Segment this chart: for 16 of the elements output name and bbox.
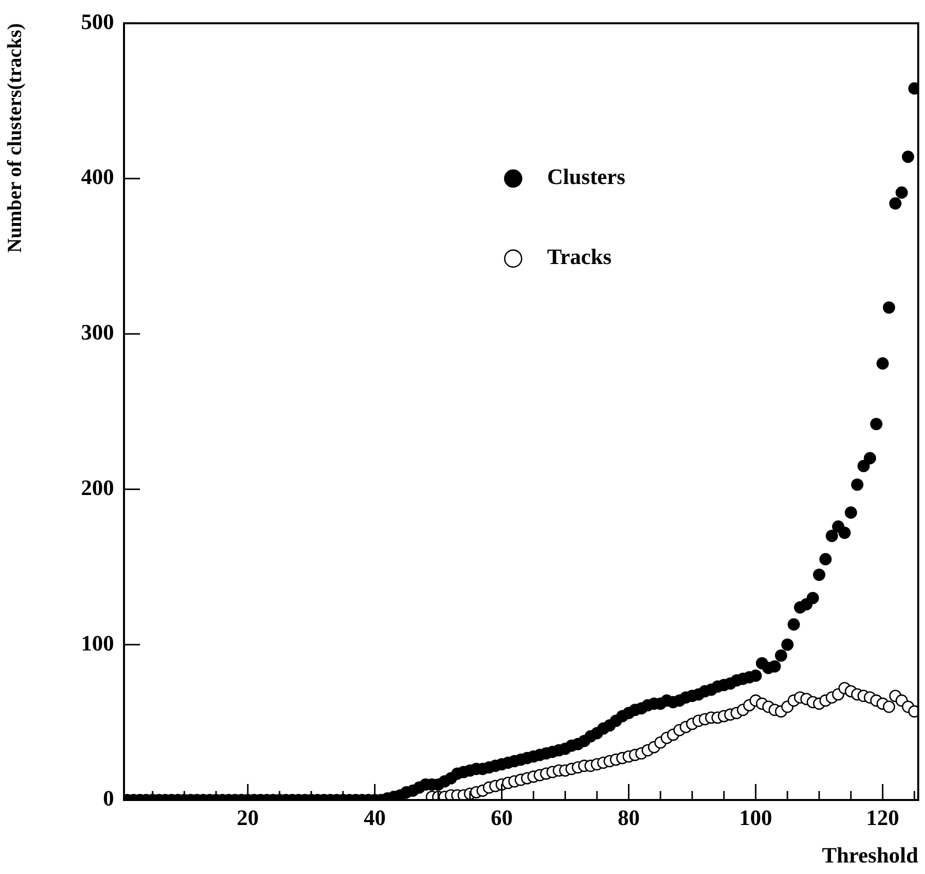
x-tick-label: 100 (739, 804, 772, 830)
y-tick-label: 0 (103, 786, 114, 811)
x-tick-label: 80 (618, 804, 640, 830)
x-tick-label: 40 (364, 804, 386, 830)
y-tick-label: 400 (81, 164, 114, 190)
y-tick-label: 300 (81, 320, 114, 345)
y-axis-title: Number of clusters(tracks) (4, 23, 26, 253)
x-tick-label: 120 (866, 804, 900, 830)
legend-label: Clusters (547, 164, 626, 190)
y-tick-label: 200 (81, 474, 114, 500)
y-tick-label: 100 (81, 630, 114, 656)
x-tick-label: 60 (490, 804, 513, 830)
x-tick-label: 20 (236, 804, 259, 830)
legend-label: Tracks (547, 244, 612, 270)
x-axis-title: Threshold (822, 842, 918, 868)
y-tick-label: 500 (81, 8, 114, 34)
